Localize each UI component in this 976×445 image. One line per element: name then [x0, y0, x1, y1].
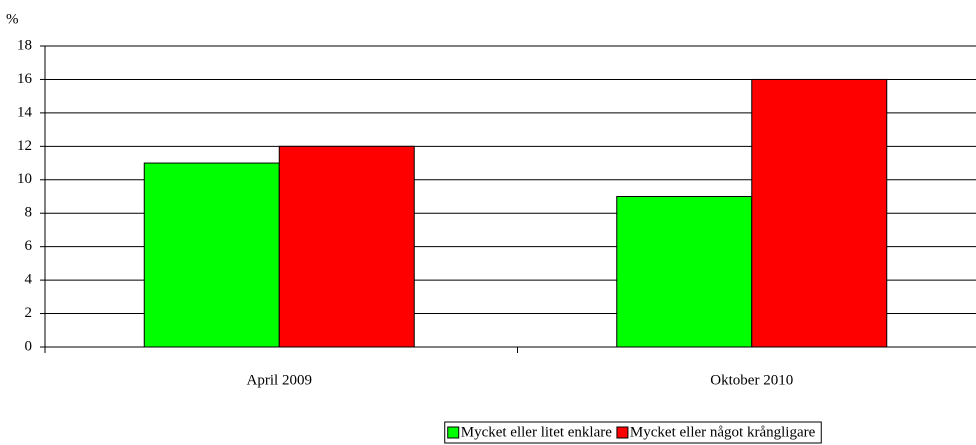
- legend-swatch: [616, 426, 629, 439]
- legend: Mycket eller litet enklare Mycket eller n…: [444, 421, 822, 444]
- legend-box: [444, 421, 822, 444]
- y-tick-label: 4: [25, 272, 33, 288]
- legend-label: Mycket eller litet enklare: [461, 424, 613, 440]
- y-tick-label: 12: [17, 138, 32, 154]
- y-tick-label: 18: [17, 37, 32, 53]
- y-tick-label: 10: [17, 171, 32, 187]
- y-tick-label: 6: [25, 238, 33, 254]
- x-tick-label: April 2009: [247, 372, 312, 388]
- bar: [616, 196, 753, 348]
- bar: [751, 78, 888, 348]
- y-tick-label: 2: [25, 305, 33, 321]
- y-tick-label: 14: [17, 104, 33, 120]
- y-tick-label: 0: [25, 338, 33, 354]
- bar: [278, 145, 415, 348]
- y-tick-label: 8: [25, 205, 33, 221]
- x-tick-label: Oktober 2010: [710, 372, 793, 388]
- bar: [143, 162, 280, 348]
- legend-swatch: [447, 426, 460, 439]
- legend-label: Mycket eller något krångligare: [630, 424, 816, 440]
- y-tick-label: 16: [17, 71, 33, 87]
- y-axis-label: %: [6, 11, 19, 27]
